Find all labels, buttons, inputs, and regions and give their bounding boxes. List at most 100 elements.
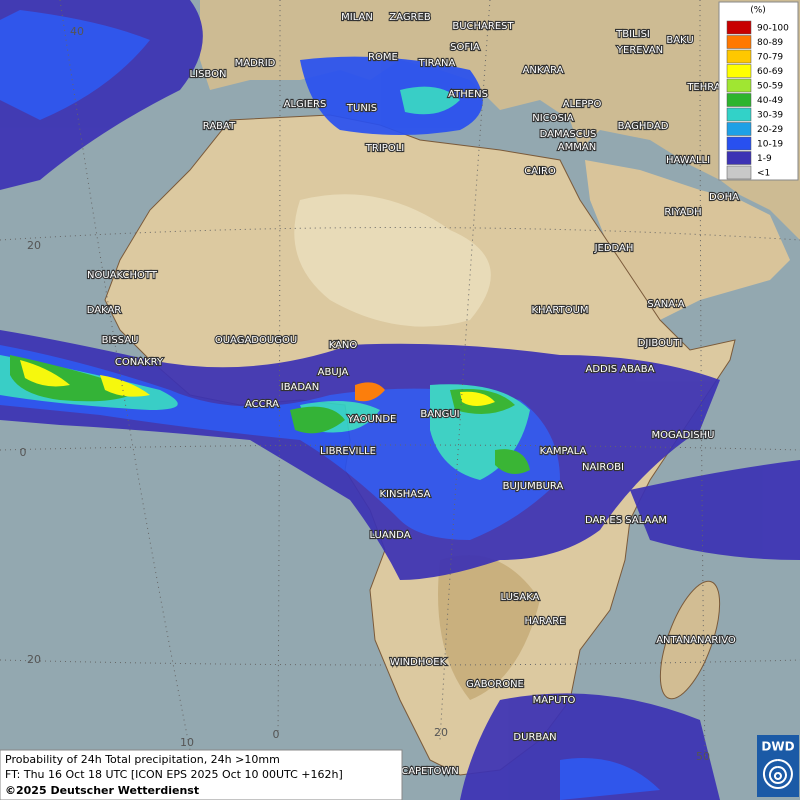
graticule-line — [0, 659, 800, 666]
city-label: TBILISI — [615, 29, 650, 40]
city-label: NAIROBI — [582, 462, 624, 473]
precip-med — [300, 56, 483, 135]
precip-60 — [20, 360, 495, 406]
city-label: KANO — [329, 340, 358, 351]
city-label: ZAGREB — [389, 12, 431, 23]
city-label: YAOUNDE — [347, 414, 397, 425]
city-label: BAGHDAD — [618, 121, 669, 132]
city-label: AMMAN — [558, 142, 596, 153]
land-arabia — [585, 160, 790, 320]
city-label: LISBON — [190, 69, 227, 80]
highland — [438, 555, 540, 700]
desert — [294, 194, 491, 327]
legend-swatch — [726, 107, 752, 122]
graticule-label: 0 — [20, 446, 27, 459]
legend-title: (%) — [750, 6, 766, 16]
legend-swatch — [726, 93, 752, 107]
city-label: ANKARA — [523, 65, 564, 76]
city-label: CAIRO — [524, 166, 556, 177]
precip-south — [460, 693, 720, 800]
city-label: TUNIS — [346, 103, 377, 114]
city-label: DJIBOUTI — [638, 338, 683, 349]
legend-label: 90-100 — [757, 24, 789, 34]
legend-swatch — [726, 136, 752, 151]
graticule-line — [277, 0, 281, 741]
footer-line1: Probability of 24h Total precipitation, … — [5, 753, 280, 766]
graticule-line — [699, 0, 706, 761]
logo-text: DWD — [761, 740, 794, 754]
city-label: LUSAKA — [501, 592, 540, 603]
legend-swatch — [726, 20, 752, 35]
city-label: TEHRA — [686, 82, 720, 93]
precip-80 — [355, 382, 385, 402]
city-label: ABUJA — [318, 367, 349, 378]
legend-label: 30-39 — [757, 111, 783, 121]
city-label: BISSAU — [102, 335, 139, 346]
precip-med2 — [400, 86, 460, 115]
city-label: ALGIERS — [284, 99, 327, 110]
city-label: KAMPALA — [540, 446, 587, 457]
city-label: DAMASCUS — [540, 129, 597, 140]
city-label: MILAN — [341, 12, 373, 23]
legend-label: 20-29 — [757, 125, 783, 135]
city-label: BAKU — [666, 35, 693, 46]
graticule-label: 20 — [27, 239, 41, 252]
graticule — [0, 0, 800, 761]
city-label: DOHA — [709, 192, 739, 203]
legend-swatch — [726, 165, 752, 180]
city-label: TIRANA — [418, 58, 456, 69]
legend: (%) 90-100 80-89 70-79 60-69 50-59 40-49 30-39… — [718, 1, 799, 181]
legend-label: 50-59 — [757, 82, 783, 92]
city-label: CONAKRY — [115, 357, 164, 368]
city-label: MOGADISHU — [652, 430, 715, 441]
legend-label: 40-49 — [757, 96, 783, 106]
city-label: ROME — [368, 52, 398, 63]
legend-label: 60-69 — [757, 67, 783, 77]
city-label: OUAGADOUGOU — [215, 335, 297, 346]
city-label: JEDDAH — [594, 243, 634, 254]
footer-line2: FT: Thu 16 Oct 18 UTC [ICON EPS 2025 Oct… — [5, 768, 343, 781]
graticule-label: 20 — [434, 726, 448, 739]
city-label: TRIPOLI — [365, 143, 404, 154]
city-label: ATHENS — [448, 89, 488, 100]
city-label: DAR ES SALAAM — [585, 515, 667, 526]
precip-south2 — [560, 758, 660, 800]
graticule-label: 20 — [27, 653, 41, 666]
graticule-label: 0 — [273, 728, 280, 741]
city-label: YEREVAN — [616, 45, 663, 56]
legend-label: 1-9 — [757, 154, 772, 164]
precip-nw2 — [0, 10, 150, 120]
logo-box — [757, 735, 799, 797]
graticule-label: 10 — [180, 736, 194, 749]
legend-swatch — [726, 151, 752, 165]
legend-swatch — [726, 64, 752, 78]
city-label: NOUAKCHOTT — [87, 270, 158, 281]
city-label: ADDIS ABABA — [586, 364, 655, 375]
city-label: MAPUTO — [533, 695, 576, 706]
labels: 40 20 0 20 10 0 20 50 MILAN ZAGREB BUCHAREST TBILIS… — [20, 11, 741, 778]
legend-swatch — [726, 122, 752, 136]
city-label: NICOSIA — [532, 113, 574, 124]
city-label: SOFIA — [450, 42, 480, 53]
graticule-line — [439, 0, 491, 741]
legend-label: 10-19 — [757, 140, 783, 150]
city-label: BUJUMBURA — [503, 481, 564, 492]
logo-swirl — [762, 759, 793, 789]
legend-swatch — [726, 78, 752, 93]
city-label: CAPETOWN — [401, 766, 459, 777]
graticule-label: 50 — [696, 750, 710, 763]
city-label: MADRID — [235, 58, 276, 69]
city-label: RABAT — [203, 121, 236, 132]
legend-swatch — [726, 35, 752, 49]
city-label: WINDHOEK — [390, 657, 447, 668]
city-label: SANA'A — [647, 299, 684, 310]
city-label: LUANDA — [369, 530, 410, 541]
city-label: BANGUI — [420, 409, 459, 420]
city-label: GABORONE — [466, 679, 524, 690]
graticule-line — [0, 227, 800, 241]
city-label: RIYADH — [664, 207, 701, 218]
city-label: KHARTOUM — [531, 305, 588, 316]
city-label: DURBAN — [513, 732, 556, 743]
